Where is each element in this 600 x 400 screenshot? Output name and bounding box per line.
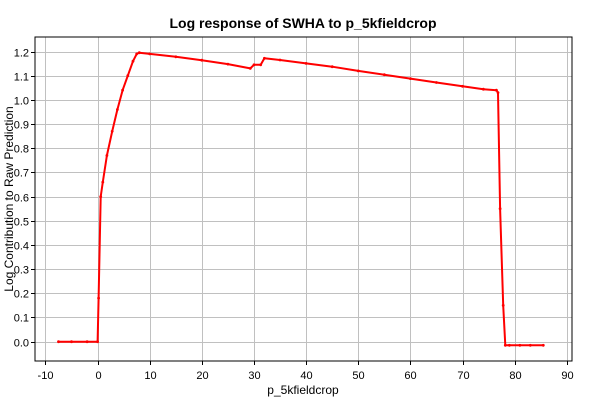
y-tick-label: 0.3 <box>14 265 29 277</box>
curve-point <box>131 59 135 63</box>
y-tick-label: 1.1 <box>14 72 29 84</box>
curve-point <box>110 129 114 133</box>
y-tick-label: 0.1 <box>14 313 29 325</box>
curve-point <box>330 65 334 69</box>
curve-point <box>356 69 360 73</box>
y-axis-title: Log Contribution to Raw Prediction <box>2 106 16 291</box>
curve-point <box>496 91 500 94</box>
curve-point <box>85 340 89 344</box>
curve-point <box>137 51 141 55</box>
y-tick-label: 0.8 <box>14 144 29 156</box>
y-tick-label: 0.9 <box>14 120 29 132</box>
x-tick-label: 40 <box>300 370 312 382</box>
curve-point <box>174 55 178 59</box>
x-tick-label: 90 <box>561 370 573 382</box>
y-tick-label: 0.4 <box>14 241 29 253</box>
curve-point <box>503 343 507 347</box>
y-tick-label: 0.0 <box>14 338 29 350</box>
x-axis-title: p_5kfieldcrop <box>267 383 339 397</box>
curve-point <box>96 340 99 344</box>
series-layer <box>57 51 545 347</box>
y-tick-label: 0.5 <box>14 217 29 229</box>
y-tick-label: 0.6 <box>14 193 29 205</box>
x-tick-label: 80 <box>509 370 521 382</box>
curve-point <box>248 67 252 70</box>
chart-title: Log response of SWHA to p_5kfieldcrop <box>169 15 436 31</box>
curve-point <box>382 73 386 77</box>
curve-point <box>97 296 100 300</box>
response-curve-line <box>57 51 545 347</box>
grid-lines <box>35 37 572 361</box>
curve-point <box>435 81 438 84</box>
curve-point <box>99 195 103 199</box>
curve-point <box>518 343 522 347</box>
x-tick-label: 70 <box>457 370 469 382</box>
curve-point <box>101 180 105 184</box>
plot-area-frame <box>34 36 573 362</box>
y-tick-label: 1.0 <box>14 96 29 108</box>
axis-ticks <box>31 52 568 365</box>
curve-point <box>498 207 502 211</box>
x-tick-label: 0 <box>95 370 101 382</box>
curve-point <box>70 340 73 344</box>
curve-point <box>105 154 109 157</box>
curve-point <box>263 56 266 60</box>
x-tick-label: 30 <box>248 370 260 382</box>
y-tick-label: 0.2 <box>14 289 29 301</box>
curve-point <box>528 343 532 347</box>
curve-point <box>259 63 263 67</box>
curve-point <box>135 52 139 56</box>
curve-point <box>148 52 152 56</box>
curve-point <box>226 62 230 66</box>
curve-point <box>200 58 204 62</box>
x-tick-label: 20 <box>196 370 208 382</box>
curve-point <box>126 74 130 78</box>
curve-point <box>461 84 464 88</box>
curve-point <box>121 88 124 92</box>
curve-point <box>495 88 498 92</box>
curve-point <box>252 63 256 67</box>
curve-point <box>57 340 60 344</box>
y-tick-label: 0.7 <box>14 168 29 180</box>
curve-point <box>116 108 119 111</box>
curve-point <box>541 343 545 347</box>
curve-point <box>508 343 511 347</box>
y-tick-label: 1.2 <box>14 48 29 60</box>
curve-point <box>304 62 308 65</box>
x-tick-label: -10 <box>38 370 54 382</box>
curve-point <box>501 304 505 307</box>
tick-labels: -10 0 10 20 30 40 50 60 70 80 90 0.0 0.1 0.2 0.3 0.4 0.5… <box>14 48 574 383</box>
x-tick-label: 60 <box>404 370 416 382</box>
x-tick-label: 50 <box>352 370 364 382</box>
x-tick-label: 10 <box>144 370 156 382</box>
curve-point <box>409 77 412 80</box>
curve-point <box>482 87 485 91</box>
curve-point <box>278 58 282 62</box>
